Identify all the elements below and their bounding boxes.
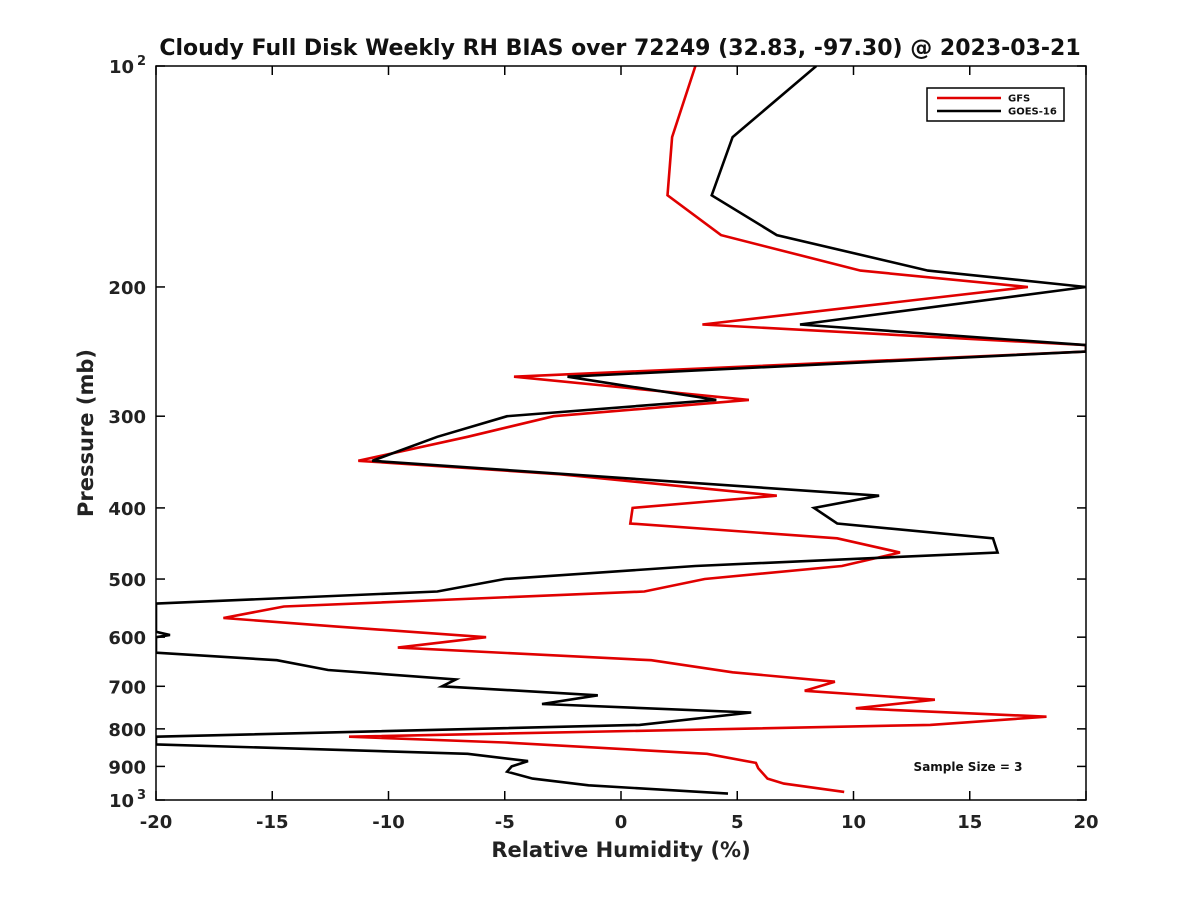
- y-tick-exponent: 2: [137, 54, 146, 69]
- chart-title: Cloudy Full Disk Weekly RH BIAS over 722…: [159, 36, 1080, 61]
- y-tick-label: 200: [108, 278, 146, 299]
- legend-label-goes-16: GOES-16: [1008, 107, 1057, 118]
- y-axis-label: Pressure (mb): [74, 349, 98, 517]
- x-tick-label: -15: [256, 812, 289, 833]
- y-tick-label: 300: [108, 407, 146, 428]
- x-tick-label: 20: [1073, 812, 1098, 833]
- x-tick-label: -10: [372, 812, 405, 833]
- plot-frame: [155, 65, 1087, 801]
- legend: GFS GOES-16: [926, 87, 1065, 122]
- y-tick-label: 600: [108, 628, 146, 649]
- x-axis-label: Relative Humidity (%): [491, 838, 750, 862]
- series-line-gfs: [223, 66, 1086, 794]
- y-tick-label: 700: [108, 677, 146, 698]
- y-tick-label: 10: [109, 57, 134, 78]
- x-tick-label: 0: [615, 812, 628, 833]
- legend-box: [926, 87, 1065, 122]
- y-tick-label: 900: [108, 757, 146, 778]
- x-axis: -20 -15 -10 -5 0 5 10 15 20: [140, 66, 1099, 833]
- series-line-goes-16: [156, 66, 1086, 795]
- y-tick-label: 500: [108, 570, 146, 591]
- x-tick-label: 5: [731, 812, 744, 833]
- y-tick-label: 400: [108, 499, 146, 520]
- y-tick-exponent: 3: [137, 788, 146, 803]
- legend-label-gfs: GFS: [1008, 94, 1030, 105]
- x-tick-label: -5: [495, 812, 515, 833]
- x-tick-label: 15: [957, 812, 982, 833]
- y-tick-label: 10: [109, 791, 134, 812]
- series-layer: [156, 66, 1086, 795]
- x-tick-label: 10: [841, 812, 866, 833]
- x-tick-label: -20: [140, 812, 173, 833]
- y-tick-label: 800: [108, 720, 146, 741]
- sample-size-annotation: Sample Size = 3: [914, 760, 1023, 774]
